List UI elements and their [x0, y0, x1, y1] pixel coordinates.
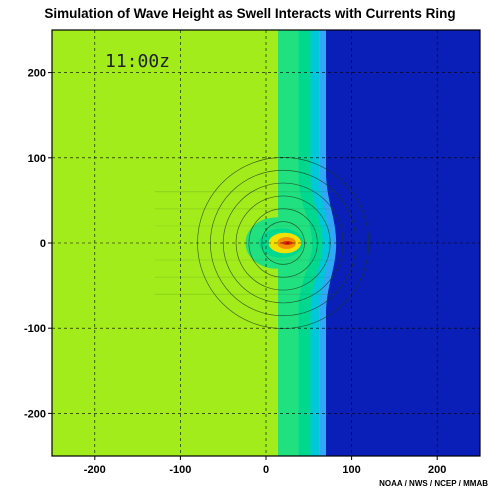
- ring-contour-3: [222, 182, 344, 304]
- y-tick-label-1: 100: [28, 153, 46, 165]
- x-tick-label-2: 0: [263, 464, 269, 476]
- x-tick-label-1: -100: [169, 464, 191, 476]
- x-tick-label-0: -200: [84, 464, 106, 476]
- bulge-light-blue: [325, 170, 337, 316]
- x-tick-label-3: 100: [342, 464, 360, 476]
- y-tick-label-2: 0: [40, 238, 46, 250]
- time-label: 11:00z: [105, 51, 170, 72]
- chart-title: Simulation of Wave Height as Swell Inter…: [44, 6, 456, 21]
- x-tick-label-4: 200: [428, 464, 446, 476]
- y-tick-label-0: 200: [28, 68, 46, 80]
- grid-lines: [52, 30, 480, 456]
- credit-label: NOAA / NWS / NCEP / MMAB: [379, 479, 488, 488]
- y-tick-label-4: -200: [24, 408, 46, 420]
- y-tick-label-3: -100: [24, 323, 46, 335]
- axes: -200 -100 0 100 200 200 100 0 -100 -200: [24, 68, 446, 476]
